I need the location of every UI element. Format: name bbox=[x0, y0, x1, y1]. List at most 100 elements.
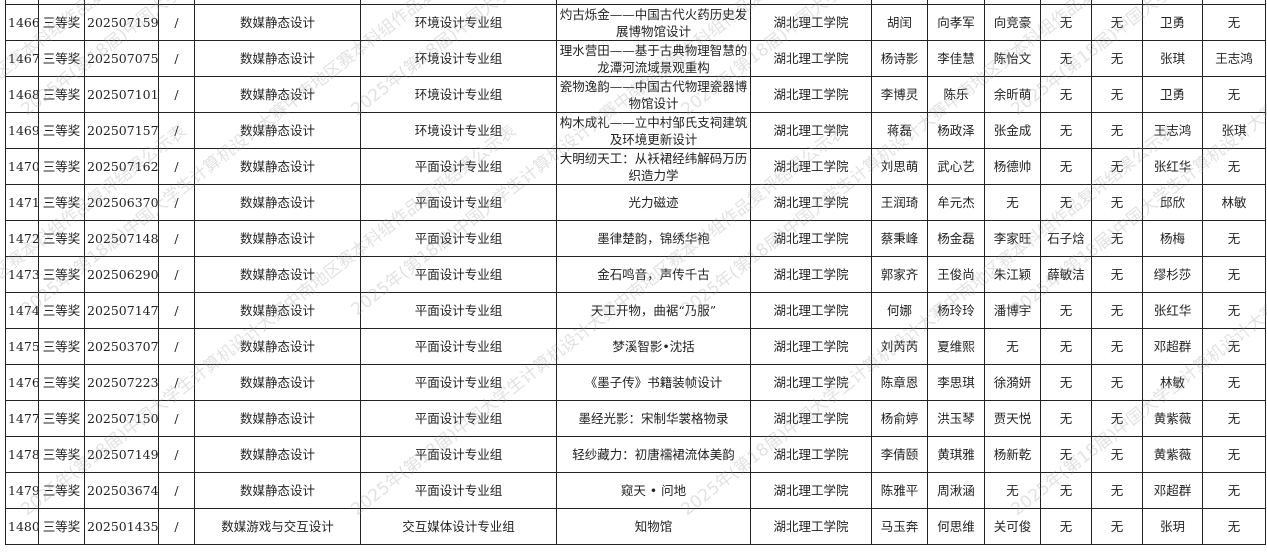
row-number-cell: 1468 bbox=[5, 76, 39, 113]
group-cell: 环境设计专业组 bbox=[360, 112, 557, 149]
member-2-cell: 牟元杰 bbox=[927, 184, 985, 221]
advisor-1-cell: 黄紫薇 bbox=[1142, 400, 1203, 437]
group-cell: 环境设计专业组 bbox=[360, 76, 557, 113]
slash-cell: / bbox=[158, 40, 195, 77]
member-2-cell: 夏维熙 bbox=[927, 328, 985, 365]
category-cell: 数媒静态设计 bbox=[194, 436, 361, 473]
category-cell: 数媒静态设计 bbox=[194, 148, 361, 185]
row-number-cell: 1469 bbox=[5, 112, 39, 149]
slash-cell: / bbox=[158, 256, 195, 293]
work-id-cell: 2025072232 bbox=[84, 364, 159, 401]
advisor-2-cell: 无 bbox=[1202, 4, 1266, 41]
member-5-cell: 无 bbox=[1091, 76, 1143, 113]
award-cell: 三等奖 bbox=[38, 220, 85, 257]
work-title-cell: 窥天 • 问地 bbox=[556, 472, 751, 509]
advisor-2-cell: 无 bbox=[1202, 76, 1266, 113]
row-number-cell: 1466 bbox=[5, 4, 39, 41]
group-cell: 平面设计专业组 bbox=[360, 472, 557, 509]
work-id-cell: 2025071625 bbox=[84, 148, 159, 185]
row-number-cell: 1470 bbox=[5, 148, 39, 185]
results-table: 14651466三等奖2025071593/数媒静态设计环境设计专业组灼古烁金—… bbox=[5, 0, 1266, 545]
member-2-cell: 周湫涵 bbox=[927, 472, 985, 509]
award-cell: 三等奖 bbox=[38, 328, 85, 365]
slash-cell: / bbox=[158, 364, 195, 401]
member-5-cell: 无 bbox=[1091, 112, 1143, 149]
member-5-cell: 无 bbox=[1091, 400, 1143, 437]
member-2-cell: 黄琪雅 bbox=[927, 436, 985, 473]
group-cell: 平面设计专业组 bbox=[360, 328, 557, 365]
member-2-cell: 杨玲玲 bbox=[927, 292, 985, 329]
table-row: 1480三等奖2025014357/数媒游戏与交互设计交互媒体设计专业组知物馆湖… bbox=[5, 508, 1266, 545]
member-1-cell: 蔡秉峰 bbox=[871, 220, 928, 257]
member-4-cell: 无 bbox=[1040, 184, 1092, 221]
award-cell: 三等奖 bbox=[38, 76, 85, 113]
school-cell: 湖北理工学院 bbox=[750, 112, 872, 149]
work-id-cell: 2025070750 bbox=[84, 40, 159, 77]
award-cell: 三等奖 bbox=[38, 256, 85, 293]
member-3-cell: 贾天悦 bbox=[984, 400, 1041, 437]
member-5-cell: 无 bbox=[1091, 436, 1143, 473]
category-cell: 数媒静态设计 bbox=[194, 472, 361, 509]
category-cell: 数媒静态设计 bbox=[194, 184, 361, 221]
award-cell: 三等奖 bbox=[38, 400, 85, 437]
group-cell: 平面设计专业组 bbox=[360, 400, 557, 437]
member-1-cell: 刘思萌 bbox=[871, 148, 928, 185]
member-2-cell: 杨金磊 bbox=[927, 220, 985, 257]
school-cell: 湖北理工学院 bbox=[750, 76, 872, 113]
member-2-cell: 王俊尚 bbox=[927, 256, 985, 293]
row-number-cell: 1474 bbox=[5, 292, 39, 329]
member-1-cell: 刘芮芮 bbox=[871, 328, 928, 365]
member-4-cell: 无 bbox=[1040, 400, 1092, 437]
member-4-cell: 无 bbox=[1040, 328, 1092, 365]
award-cell: 三等奖 bbox=[38, 4, 85, 41]
member-2-cell: 洪玉琴 bbox=[927, 400, 985, 437]
work-id-cell: 2025071593 bbox=[84, 4, 159, 41]
member-5-cell: 无 bbox=[1091, 4, 1143, 41]
slash-cell: / bbox=[158, 184, 195, 221]
member-4-cell: 无 bbox=[1040, 292, 1092, 329]
member-3-cell: 朱江颖 bbox=[984, 256, 1041, 293]
member-1-cell: 陈雅平 bbox=[871, 472, 928, 509]
member-3-cell: 潘博宇 bbox=[984, 292, 1041, 329]
member-3-cell: 杨德帅 bbox=[984, 148, 1041, 185]
work-title-cell: 梦溪智影•沈括 bbox=[556, 328, 751, 365]
advisor-1-cell: 林敏 bbox=[1142, 364, 1203, 401]
advisor-1-cell: 卫勇 bbox=[1142, 4, 1203, 41]
group-cell: 平面设计专业组 bbox=[360, 292, 557, 329]
work-title-cell: 墨律楚韵，锦绣华袍 bbox=[556, 220, 751, 257]
results-table-body: 14651466三等奖2025071593/数媒静态设计环境设计专业组灼古烁金—… bbox=[5, 0, 1266, 545]
group-cell: 平面设计专业组 bbox=[360, 364, 557, 401]
advisor-1-cell: 张红华 bbox=[1142, 292, 1203, 329]
member-2-cell: 李佳慧 bbox=[927, 40, 985, 77]
row-number-cell: 1479 bbox=[5, 472, 39, 509]
work-title-cell: 《墨子传》书籍装帧设计 bbox=[556, 364, 751, 401]
group-cell: 环境设计专业组 bbox=[360, 40, 557, 77]
member-4-cell: 无 bbox=[1040, 508, 1092, 545]
work-title-cell: 天工开物，曲裾“乃服” bbox=[556, 292, 751, 329]
table-row: 1476三等奖2025072232/数媒静态设计平面设计专业组《墨子传》书籍装帧… bbox=[5, 364, 1266, 401]
advisor-2-cell: 无 bbox=[1202, 508, 1266, 545]
advisor-2-cell: 无 bbox=[1202, 472, 1266, 509]
member-4-cell: 无 bbox=[1040, 76, 1092, 113]
member-4-cell: 无 bbox=[1040, 112, 1092, 149]
member-3-cell: 张金成 bbox=[984, 112, 1041, 149]
member-1-cell: 马玉奔 bbox=[871, 508, 928, 545]
work-id-cell: 2025071492 bbox=[84, 436, 159, 473]
row-number-cell: 1473 bbox=[5, 256, 39, 293]
member-4-cell: 石子焓 bbox=[1040, 220, 1092, 257]
table-row: 1473三等奖2025062900/数媒静态设计平面设计专业组金石鸣音，声传千古… bbox=[5, 256, 1266, 293]
member-4-cell: 无 bbox=[1040, 148, 1092, 185]
member-2-cell: 李思琪 bbox=[927, 364, 985, 401]
table-row: 1478三等奖2025071492/数媒静态设计平面设计专业组轻纱藏力：初唐襦裙… bbox=[5, 436, 1266, 473]
category-cell: 数媒静态设计 bbox=[194, 292, 361, 329]
work-id-cell: 2025071018 bbox=[84, 76, 159, 113]
table-row: 1471三等奖2025063702/数媒静态设计平面设计专业组光力磁迹湖北理工学… bbox=[5, 184, 1266, 221]
advisor-2-cell: 无 bbox=[1202, 220, 1266, 257]
advisor-1-cell: 黄紫薇 bbox=[1142, 436, 1203, 473]
award-cell: 三等奖 bbox=[38, 292, 85, 329]
member-3-cell: 李家旺 bbox=[984, 220, 1041, 257]
work-title-cell: 轻纱藏力：初唐襦裙流体美韵 bbox=[556, 436, 751, 473]
group-cell: 平面设计专业组 bbox=[360, 184, 557, 221]
slash-cell: / bbox=[158, 292, 195, 329]
